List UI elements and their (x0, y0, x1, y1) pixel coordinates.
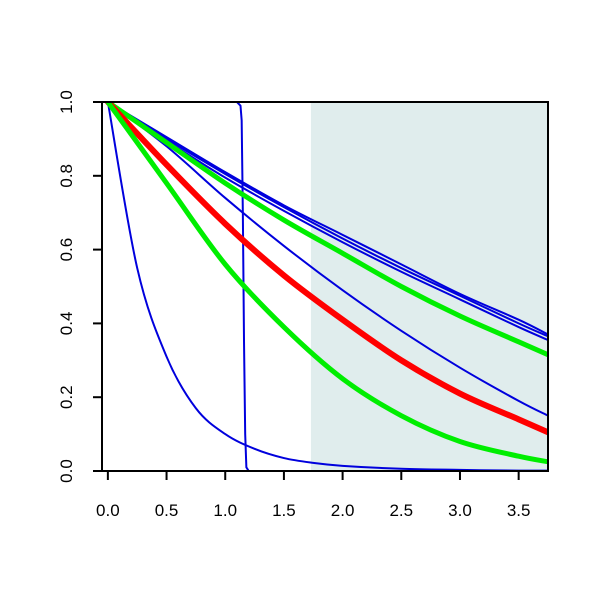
x-tick-label: 2.0 (331, 501, 355, 520)
y-tick-label: 0.0 (57, 459, 76, 483)
y-tick-label: 1.0 (57, 90, 76, 114)
y-axis: 0.0 0.2 0.4 0.6 0.8 1.0 (57, 90, 102, 483)
x-axis: 0.0 0.5 1.0 1.5 2.0 2.5 3.0 3.5 (96, 471, 530, 520)
x-tick-label: 2.5 (389, 501, 413, 520)
series-line-4 (106, 102, 548, 336)
x-tick-label: 1.5 (272, 501, 296, 520)
series-layer (104, 102, 548, 471)
series-line-5 (106, 102, 548, 338)
series-line-1 (106, 102, 548, 471)
series-line-3 (106, 102, 548, 417)
y-tick-label: 0.4 (57, 312, 76, 336)
x-tick-label: 0.5 (155, 501, 179, 520)
series-line-8 (104, 102, 548, 436)
shaded-region (310, 102, 548, 471)
x-tick-label: 1.0 (213, 501, 237, 520)
y-tick-label: 0.8 (57, 164, 76, 188)
x-tick-label: 3.5 (507, 501, 531, 520)
y-tick-label: 0.2 (57, 385, 76, 409)
shaded-region-layer (310, 102, 548, 471)
plot-border (101, 101, 549, 472)
x-tick-label: 3.0 (448, 501, 472, 520)
series-line-7 (105, 102, 548, 358)
y-tick-label: 0.6 (57, 238, 76, 262)
x-tick-label: 0.0 (96, 501, 120, 520)
series-line-2 (106, 102, 548, 471)
series-line-9 (105, 102, 548, 465)
